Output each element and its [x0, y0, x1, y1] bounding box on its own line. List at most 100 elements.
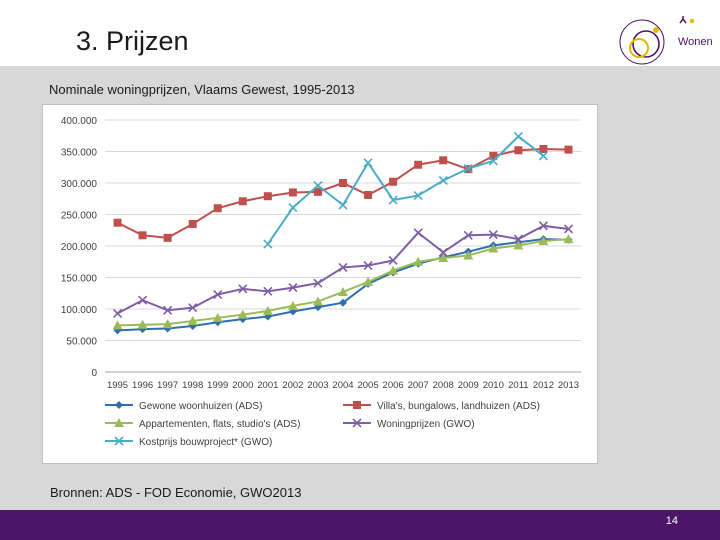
series-point: [489, 151, 498, 160]
series-4: [263, 131, 548, 249]
series-point: [438, 247, 448, 257]
series-point: [288, 203, 298, 213]
line-chart: 0 50.000 100.000 150.000 200.000 250.000 300.0…: [61, 116, 581, 448]
legend-point: [353, 401, 361, 409]
x-tick-label: 2004: [332, 380, 353, 391]
legend-point: [114, 418, 124, 427]
series-point: [213, 204, 222, 213]
x-tick-label: 1996: [132, 380, 153, 391]
series-point: [388, 265, 399, 275]
series-point: [513, 240, 524, 250]
legend-item: Kostprijs bouwproject* (GWO): [105, 436, 272, 448]
series-point: [563, 224, 574, 234]
series-point: [238, 197, 247, 206]
series-point: [313, 303, 322, 312]
y-tick-label: 150.000: [61, 274, 98, 285]
y-tick-label: 300.000: [61, 179, 98, 190]
legend-label: Gewone woonhuizen (ADS): [139, 401, 262, 412]
series-point: [488, 243, 499, 253]
series-point: [338, 262, 348, 272]
series-point: [113, 326, 122, 335]
series-point: [237, 309, 248, 319]
series-point: [413, 256, 424, 266]
series-point: [338, 286, 348, 296]
series-point: [313, 180, 323, 191]
series-point: [188, 303, 198, 313]
legend-label: Appartementen, flats, studio's (ADS): [139, 419, 300, 430]
series-point: [463, 163, 473, 174]
legend-point: [352, 418, 362, 428]
series-point: [513, 234, 523, 244]
series-line: [117, 238, 569, 332]
series-point: [538, 235, 549, 245]
legend-label: Kostprijs bouwproject* (GWO): [139, 437, 272, 448]
series-point: [263, 286, 273, 296]
legend-item: Gewone woonhuizen (ADS): [105, 401, 262, 412]
x-tick-label: 2001: [257, 380, 278, 391]
series-point: [463, 250, 474, 260]
y-tick-label: 200.000: [61, 242, 98, 253]
x-tick-label: 1998: [182, 380, 203, 391]
series-point: [438, 252, 449, 262]
series-point: [187, 315, 198, 325]
series-1: [113, 144, 573, 242]
legend-label: Woningprijzen (GWO): [377, 419, 475, 430]
series-point: [188, 219, 197, 228]
slide-title: 3. Prijzen: [76, 26, 189, 56]
series-line: [117, 238, 569, 327]
series-point: [313, 187, 322, 196]
series-point: [364, 190, 373, 199]
legend-item: Appartementen, flats, studio's (ADS): [105, 418, 300, 430]
x-tick-label: 2005: [357, 380, 378, 391]
legend-point: [115, 401, 123, 409]
series-point: [363, 260, 373, 271]
series-point: [288, 188, 297, 197]
series-point: [363, 276, 374, 286]
series-point: [263, 192, 272, 201]
legend-label: Villa's, bungalows, landhuizen (ADS): [377, 401, 540, 412]
x-tick-label: 2000: [232, 380, 253, 391]
series-point: [213, 289, 223, 300]
series-point: [363, 158, 373, 168]
x-tick-label: 2009: [458, 380, 479, 391]
footer-bar: [0, 510, 720, 540]
series-point: [538, 221, 548, 231]
series-point: [413, 191, 423, 201]
series-point: [163, 233, 172, 242]
logo-rings-icon: [619, 16, 695, 65]
series-point: [313, 278, 323, 288]
series-line: [267, 135, 545, 245]
x-tick-label: 2006: [383, 380, 404, 391]
series-point: [213, 318, 222, 327]
series-point: [389, 177, 398, 186]
series-point: [538, 151, 548, 161]
series-point: [113, 218, 122, 227]
y-tick-label: 350.000: [61, 148, 98, 159]
series-3: [112, 221, 574, 318]
x-tick-label: 1995: [107, 380, 128, 391]
series-2: [112, 234, 574, 330]
x-tick-label: 2013: [558, 380, 579, 391]
series-point: [312, 296, 323, 306]
series-point: [539, 144, 548, 153]
series-point: [413, 228, 423, 238]
x-tick-label: 2010: [483, 380, 504, 391]
series-point: [488, 230, 498, 240]
series-point: [138, 231, 147, 240]
x-tick-label: 2008: [433, 380, 454, 391]
series-point: [388, 195, 398, 205]
series-point: [439, 156, 448, 165]
series-point: [162, 319, 173, 329]
legend-item: Woningprijzen (GWO): [343, 418, 475, 430]
series-point: [112, 320, 123, 330]
x-tick-label: 2012: [533, 380, 554, 391]
x-tick-label: 2002: [282, 380, 303, 391]
y-tick-label: 250.000: [61, 211, 98, 222]
series-point: [438, 175, 448, 186]
series-point: [263, 239, 273, 249]
wonen-logo: Wonen: [619, 16, 713, 65]
series-point: [112, 308, 123, 318]
series-point: [514, 146, 523, 155]
legend-point: [114, 436, 124, 446]
x-tick-label: 1999: [207, 380, 228, 391]
